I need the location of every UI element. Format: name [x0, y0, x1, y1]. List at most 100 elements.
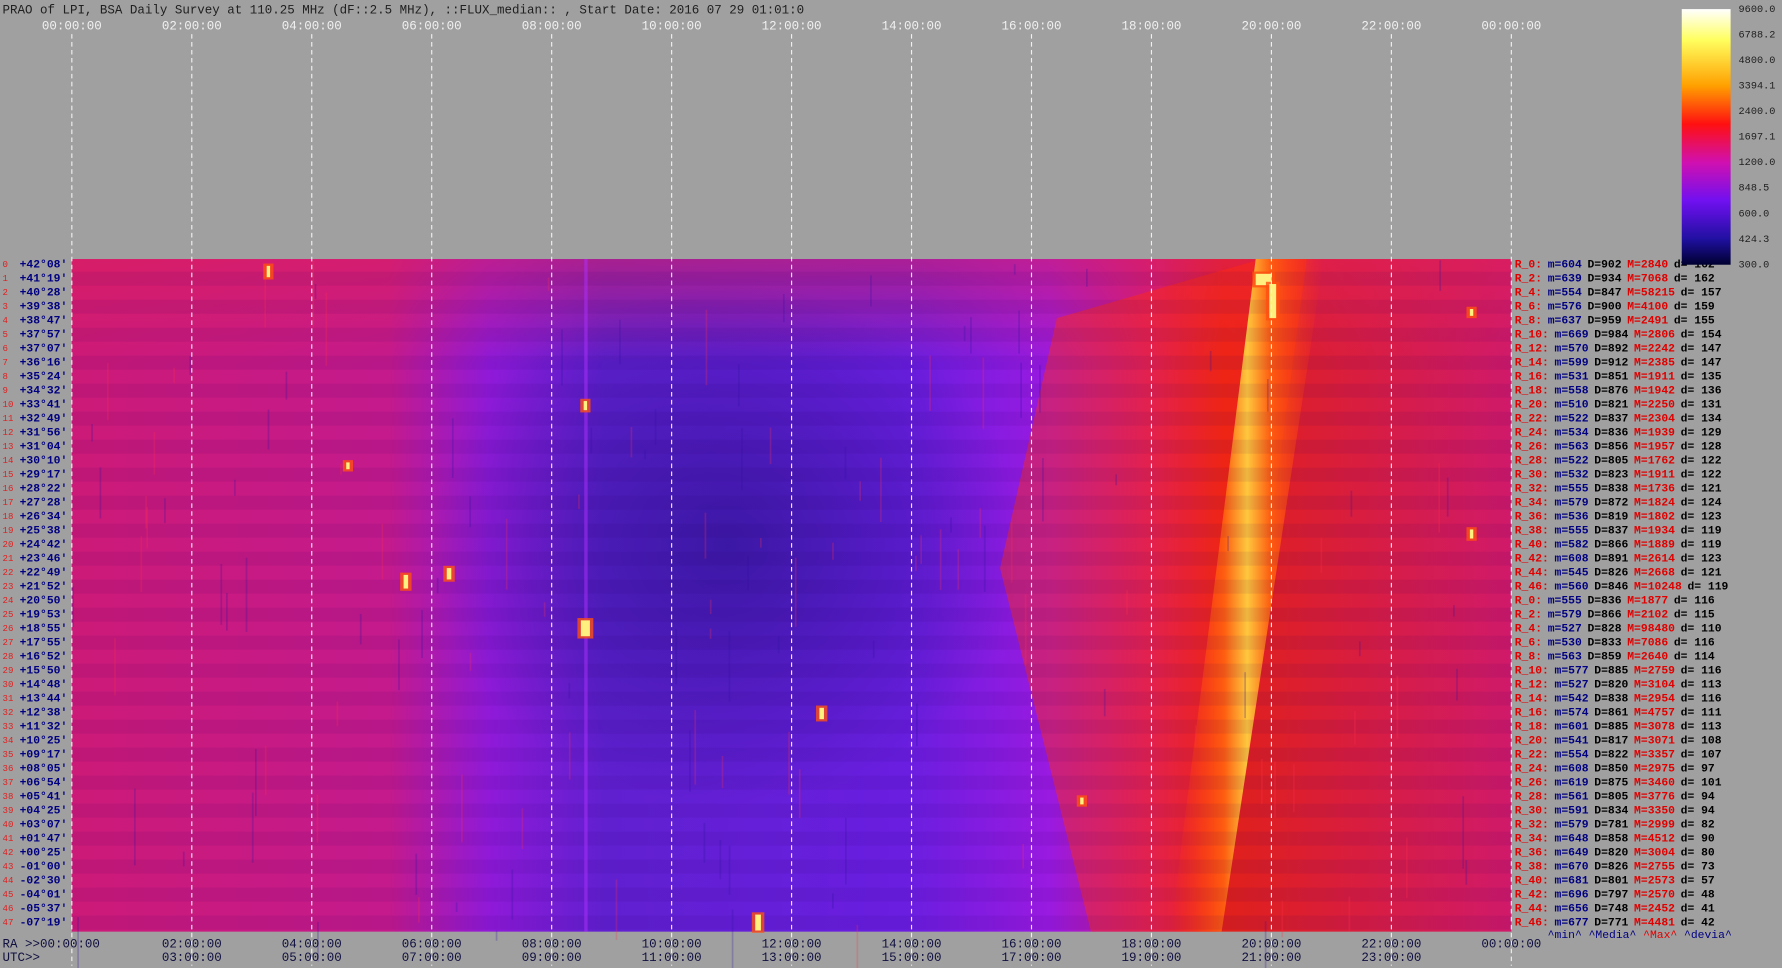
streak: [1396, 675, 1399, 739]
streak: [929, 355, 931, 412]
stat-beam: R_16:: [1515, 372, 1549, 384]
stat-median: D=823: [1594, 470, 1628, 482]
streak: [99, 467, 102, 519]
beam-stats: R_22: m=554 D=822 M=3357 d= 107: [1515, 750, 1722, 762]
beam-stats: R_32: m=579 D=781 M=2999 d= 82: [1515, 820, 1715, 832]
streak: [77, 917, 79, 968]
colorbar-label: 1200.0: [1739, 157, 1776, 169]
streak: [1020, 362, 1022, 418]
declination-label: +21°52': [20, 582, 68, 594]
streak: [719, 840, 722, 880]
stat-min: m=648: [1555, 834, 1589, 846]
stat-dev: d= 73: [1681, 862, 1715, 874]
streak: [521, 808, 524, 849]
declination-label: +27°28': [20, 498, 68, 510]
stat-min: m=522: [1555, 456, 1589, 468]
stat-max: M=2304: [1634, 414, 1675, 426]
declination-label: +34°32': [20, 386, 68, 398]
ra-label: 00:00:00: [1481, 937, 1541, 951]
stat-max: M=2573: [1634, 876, 1675, 888]
streak: [737, 364, 740, 407]
row-index: 27: [3, 637, 14, 648]
stat-beam: R_0:: [1515, 260, 1542, 272]
stat-beam: R_46:: [1515, 918, 1549, 930]
row-index: 2: [3, 287, 8, 298]
heatmap-source-band: [1170, 259, 1324, 932]
beam-stats: R_24: m=534 D=836 M=1939 d= 129: [1515, 428, 1722, 440]
streak: [578, 494, 580, 510]
streak: [872, 640, 875, 659]
stat-dev: d= 119: [1681, 540, 1722, 552]
beam-stats: R_10: m=669 D=984 M=2806 d= 154: [1515, 330, 1722, 342]
stat-beam: R_32:: [1515, 820, 1549, 832]
stat-max: M=2806: [1634, 330, 1675, 342]
stat-max: M=4757: [1634, 708, 1675, 720]
stat-median: D=826: [1594, 862, 1628, 874]
beam-stats: R_2: m=639 D=934 M=7068 d= 162: [1515, 274, 1715, 286]
stat-median: D=861: [1594, 708, 1628, 720]
declination-label: +37°07': [20, 344, 68, 356]
streak: [72, 586, 74, 628]
bright-spot: [819, 707, 824, 720]
streak: [1465, 859, 1468, 885]
stat-dev: d= 113: [1681, 722, 1722, 734]
beam-stats: R_6: m=576 D=900 M=4100 d= 159: [1515, 302, 1715, 314]
row-index: 3: [3, 301, 8, 312]
title: PRAO of LPI, BSA Daily Survey at 110.25 …: [3, 4, 805, 18]
stat-median: D=817: [1594, 736, 1628, 748]
stat-max: M=2385: [1634, 358, 1675, 370]
row-index: 15: [3, 469, 14, 480]
stat-beam: R_44:: [1515, 568, 1549, 580]
streak: [619, 319, 621, 365]
stat-min: m=608: [1555, 764, 1589, 776]
stat-median: D=820: [1594, 680, 1628, 692]
top-time-label: 08:00:00: [522, 19, 582, 33]
top-time-label: 00:00:00: [42, 19, 102, 33]
stat-max: M=2102: [1627, 610, 1668, 622]
stat-dev: d= 110: [1681, 624, 1722, 636]
streak: [777, 636, 780, 654]
streak: [568, 732, 571, 780]
streak: [844, 446, 847, 480]
streak: [704, 512, 707, 559]
declination-label: +06°54': [20, 778, 68, 790]
utc-label: 23:00:00: [1361, 951, 1421, 965]
bright-spot: [446, 568, 452, 580]
beam-stats: R_14: m=542 D=838 M=2954 d= 116: [1515, 694, 1722, 706]
stat-median: D=984: [1594, 330, 1628, 342]
stat-beam: R_6:: [1515, 638, 1542, 650]
stat-beam: R_22:: [1515, 414, 1549, 426]
streak: [675, 629, 678, 685]
row-index: 24: [3, 595, 14, 606]
beam-stats: R_24: m=608 D=850 M=2975 d= 97: [1515, 764, 1715, 776]
stat-beam: R_8:: [1515, 652, 1542, 664]
utc-label: 15:00:00: [882, 951, 942, 965]
stat-max: M=1934: [1634, 526, 1675, 538]
streak: [1227, 536, 1229, 552]
streak: [226, 592, 228, 631]
streak: [317, 921, 319, 962]
stat-median: D=801: [1594, 876, 1628, 888]
stat-beam: R_24:: [1515, 428, 1549, 440]
streak: [469, 496, 472, 528]
beam-stats: R_26: m=619 D=875 M=3460 d= 101: [1515, 778, 1722, 790]
stat-dev: d= 113: [1681, 680, 1722, 692]
row-index: 45: [3, 889, 14, 900]
streak: [145, 495, 147, 529]
streak: [590, 427, 593, 454]
streak: [794, 557, 797, 627]
stat-beam: R_34:: [1515, 498, 1549, 510]
streak: [845, 817, 847, 885]
stat-beam: R_10:: [1515, 330, 1549, 342]
stat-median: D=859: [1587, 652, 1621, 664]
beam-stats: R_40: m=582 D=866 M=1889 d= 119: [1515, 540, 1722, 552]
row-index: 16: [3, 483, 14, 494]
footer-label: ^Media^: [1589, 930, 1637, 942]
streak: [264, 745, 267, 796]
declination-label: +04°25': [20, 806, 68, 818]
row-index: 21: [3, 553, 14, 564]
declination-label: -01°00': [20, 862, 68, 874]
streak: [1406, 837, 1408, 898]
declination-label: +24°42': [20, 540, 68, 552]
ra-label: 18:00:00: [1121, 937, 1181, 951]
